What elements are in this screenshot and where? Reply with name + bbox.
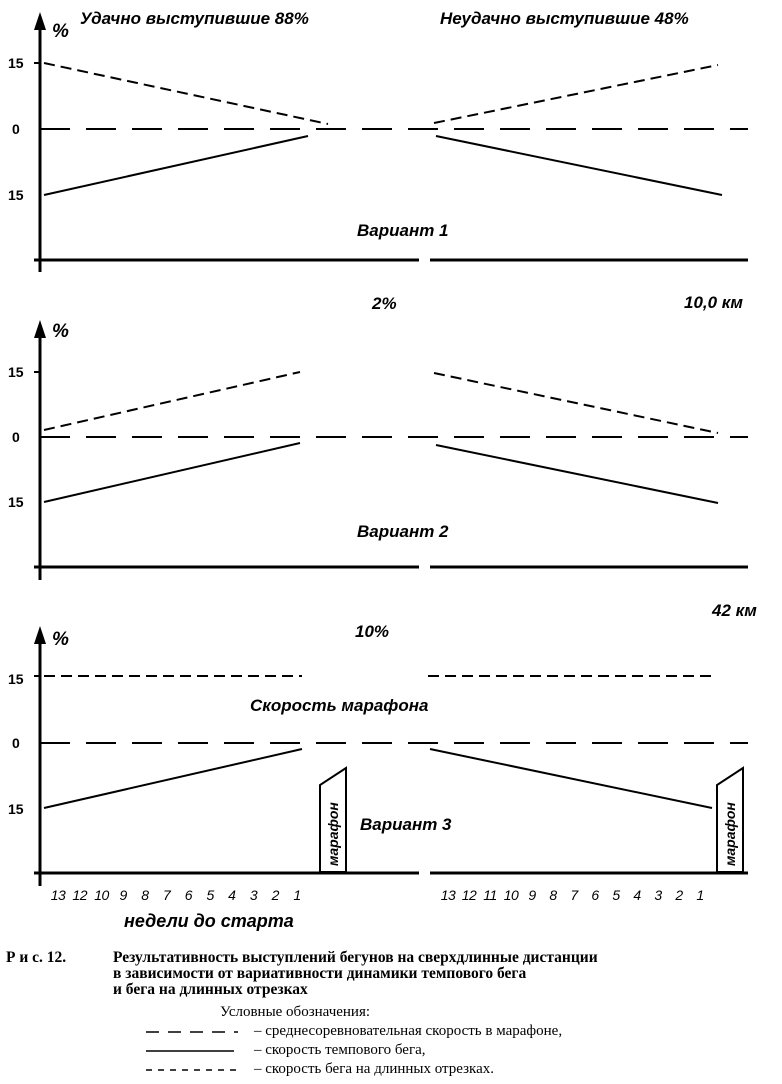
panel-3-x-axis-label: недели до старта: [124, 911, 294, 931]
panel-2-footer-mid: 10%: [355, 622, 389, 641]
week-tick-label: 12: [462, 887, 477, 903]
panel-2-right-tempo: [435, 444, 719, 504]
legend-item-long-dash-label: – среднесоревновательная скорость в мара…: [254, 1023, 563, 1039]
week-tick-label: 8: [549, 887, 557, 903]
panel-2-left-long-intervals: [43, 371, 301, 431]
week-tick-label: 7: [163, 887, 172, 903]
panel-3-y-arrow: [34, 626, 46, 644]
week-tick-label: 5: [206, 887, 214, 903]
long-dash-line-icon: [146, 1031, 238, 1033]
legend-title: Условные обозначения:: [220, 1004, 371, 1020]
caption-number: Р и с. 12.: [6, 949, 67, 966]
week-tick-label: 5: [612, 887, 620, 903]
figure-caption: Р и с. 12. Результативность выступлений б…: [6, 950, 776, 998]
panel-3-right-tempo: [429, 748, 713, 809]
panel-1-percent-label: %: [52, 21, 69, 42]
week-tick-label: 3: [250, 887, 258, 903]
panel-3-tick-0: 0: [12, 735, 20, 751]
legend-item-short-dash: – скорость бега на длинных отрезках.: [146, 1060, 746, 1079]
panel-1-footer-right: 10,0 км: [684, 293, 743, 312]
caption-line-3: и бега на длинных отрезках: [113, 981, 308, 998]
panel-1-tick-0: 0: [12, 121, 20, 137]
panel-1-right-tempo: [435, 135, 723, 196]
panel-1-y-arrow: [34, 12, 46, 30]
panel-3-tick-15-top: 15: [8, 671, 24, 687]
week-tick-label: 10: [94, 887, 109, 903]
panel-1-right-long-intervals: [433, 64, 719, 124]
panel-3-weeks-left: 13 12 10 9 8 7 6 5 4 3 2 1: [51, 887, 301, 903]
panel-3-left-tempo: [43, 748, 303, 809]
week-tick-label: 1: [696, 887, 703, 903]
week-tick-label: 13: [51, 887, 66, 903]
week-tick-label: 12: [72, 887, 87, 903]
week-tick-label: 9: [120, 887, 128, 903]
week-tick-label: 7: [570, 887, 579, 903]
panel-2-footer-right: 42 км: [711, 601, 757, 620]
panel-1-footer-mid: 2%: [371, 294, 397, 313]
panel-3-left-marathon-box-label: марафон: [325, 802, 341, 866]
panel-1-left-long-intervals: [43, 62, 329, 125]
solid-line-icon: [146, 1050, 234, 1052]
panel-1-tick-15-bottom: 15: [8, 187, 24, 203]
panel-2-tick-15-top: 15: [8, 364, 24, 380]
panel-2-right-long-intervals: [433, 372, 719, 434]
panel-2-variant-label: Вариант 2: [357, 522, 449, 541]
panel-2-tick-0: 0: [12, 429, 20, 445]
panel-3-percent-label: %: [52, 629, 69, 650]
week-tick-label: 13: [441, 887, 456, 903]
week-tick-label: 8: [141, 887, 149, 903]
panel-3-variant-label: Вариант 3: [360, 815, 452, 834]
week-tick-label: 3: [654, 887, 662, 903]
legend-item-short-dash-label: – скорость бега на длинных отрезках.: [254, 1061, 494, 1077]
panel-2-y-arrow: [34, 320, 46, 338]
panel-1-header-right: Неудачно выступившие 48%: [440, 9, 689, 28]
figure-panels: % Удачно выступившие 88% Неудачно выступ…: [8, 9, 757, 931]
week-tick-label: 2: [271, 887, 280, 903]
panel-3-weeks-right: 13 12 11 10 9 8 7 6 5 4 3 2 1: [441, 887, 704, 903]
week-tick-label: 6: [591, 887, 599, 903]
week-tick-label: 6: [185, 887, 193, 903]
panel-1-tick-15-top: 15: [8, 55, 24, 71]
legend-item-solid-label: – скорость темпового бега,: [254, 1042, 426, 1058]
panel-1-left-tempo: [43, 135, 309, 196]
panel-2-left-tempo: [43, 442, 301, 503]
week-tick-label: 4: [228, 887, 236, 903]
panel-2: % 15 0 15 Вариант 2 10% 42 км: [8, 320, 757, 641]
week-tick-label: 9: [528, 887, 536, 903]
caption-line-1: Результативность выступлений бегунов на …: [113, 949, 598, 966]
panel-2-tick-15-bottom: 15: [8, 494, 24, 510]
caption-line-2: в зависимости от вариативности динамики …: [113, 965, 527, 982]
week-tick-label: 10: [504, 887, 519, 903]
week-tick-label: 2: [674, 887, 683, 903]
week-tick-label: 11: [483, 887, 497, 903]
panel-1: % Удачно выступившие 88% Неудачно выступ…: [8, 9, 748, 313]
panel-3: % 15 0 15 Скорость марафона марафон мара…: [8, 626, 748, 931]
panel-3-right-marathon-box-label: марафон: [722, 802, 738, 866]
legend-item-solid: – скорость темпового бега,: [146, 1041, 746, 1060]
caption-text: Результативность выступлений бегунов на …: [113, 950, 773, 998]
panel-1-variant-label: Вариант 1: [357, 221, 449, 240]
panel-3-tick-15-bottom: 15: [8, 801, 24, 817]
week-tick-label: 1: [293, 887, 300, 903]
panel-1-header-left: Удачно выступившие 88%: [80, 9, 309, 28]
panel-3-marathon-speed-label: Скорость марафона: [250, 696, 428, 715]
short-dash-line-icon: [146, 1069, 238, 1071]
legend-item-long-dash: – среднесоревновательная скорость в мара…: [146, 1022, 746, 1041]
week-tick-label: 4: [633, 887, 641, 903]
panel-2-percent-label: %: [52, 321, 69, 342]
